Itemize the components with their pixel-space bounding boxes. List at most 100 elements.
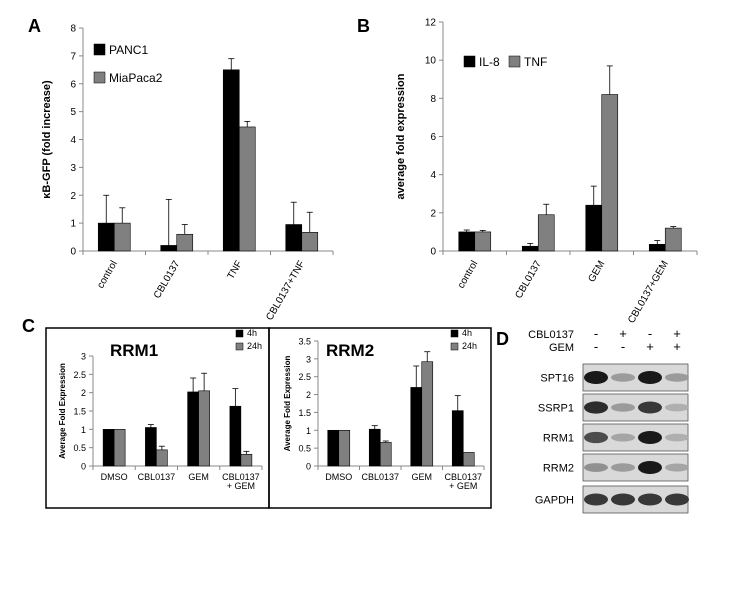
chart-title: RRM1 [110,341,158,360]
blot-row-label: RRM2 [543,463,574,475]
bar-il-8 [585,204,603,252]
blot-band [665,373,689,382]
bar-24h [113,429,126,467]
bar-4h [410,387,423,467]
blot-band [611,373,635,382]
y-tick-label: 2 [306,390,311,400]
legend-label: 24h [462,341,477,351]
x-category-label: CBL0137 [361,472,399,482]
chart-a: 0 1 2 3 4 5 6 7 8 control CBL0137 TNF CBL0137+TNF κB-… [41,24,334,323]
y-tick-label: 0 [81,462,86,472]
bar-miapaca2 [113,222,131,252]
y-tick-label: 2 [70,191,76,202]
x-category-label: control [456,259,481,290]
bar-24h [421,361,434,467]
blot-sign: + [646,339,654,354]
y-tick-label: 1.5 [298,408,311,418]
blot-sign: + [673,326,681,341]
x-category-label: CBL0137 [138,472,176,482]
legend-label: 24h [247,341,262,351]
blot-row-label: SPT16 [540,373,574,385]
blot-sign: - [594,339,598,354]
bar-il-8 [521,245,539,252]
y-tick-label: 12 [425,18,437,29]
legend-swatch [93,43,106,56]
blot-band [611,463,635,472]
y-tick-label: 3 [70,163,76,174]
blot-sign: - [648,326,652,341]
legend-swatch [235,329,244,338]
y-tick-label: 0 [70,247,76,258]
legend-swatch [93,71,106,84]
panel-c-frame-rrm2 [268,327,492,509]
legend-swatch [450,329,459,338]
bar-4h [229,405,242,467]
y-tick-label: 7 [70,51,76,62]
blot-row-label: RRM1 [543,433,574,445]
chart-c-rrm2: 0 0.5 1 1.5 2 2.5 3 3.5 DMSO CBL0137 GEM CBL0137 + G… [283,328,485,491]
y-axis-title: Average Fold Expression [283,356,292,452]
bar-4h [327,429,340,467]
x-category-label: CBL0137 [152,259,183,301]
y-tick-label: 8 [70,24,76,35]
blot-band [638,401,662,414]
blot-condition-label: GEM [549,342,574,354]
x-category-label: CBL0137 + GEM [444,472,482,491]
y-tick-label: 2.5 [73,370,86,380]
y-tick-label: 5 [70,107,76,118]
panel-letter-d: D [496,329,509,349]
blot-band [611,493,635,506]
panel-letter-c: C [22,316,35,336]
x-category-label: GEM [411,472,432,482]
x-category-label: GEM [188,472,209,482]
blot-condition-label: CBL0137 [528,329,574,341]
legend-swatch [235,342,244,351]
bar-4h [187,391,199,467]
panel-letter-a: A [28,16,41,36]
chart-c-rrm1: 0 0.5 1 1.5 2 2.5 3 DMSO CBL0137 GEM CBL0137 + GEM A… [58,328,263,491]
bar-panc1 [97,222,115,252]
y-tick-label: 2 [430,208,436,219]
y-tick-label: 1 [306,426,311,436]
x-category-label: DMSO [325,472,352,482]
blot-row-label: GAPDH [535,495,574,507]
bar-4h [145,427,157,467]
x-category-label: GEM [586,259,607,284]
legend-label: TNF [524,55,547,69]
blot-sign: + [619,326,627,341]
legend-label: 4h [247,328,257,338]
blot-band [584,401,608,414]
blot-band [665,463,689,472]
y-tick-label: 0.5 [298,444,311,454]
legend-swatch [463,55,476,68]
y-tick-label: 0.5 [73,443,86,453]
blot-band [584,371,608,384]
y-tick-label: 3 [306,354,311,364]
blot-sign: + [673,339,681,354]
western-blot: CBL0137- + - +GEM - - + +SPT16SSRP1RRM1RRM2GAPD… [528,326,689,514]
x-category-label: control [95,259,120,290]
y-tick-label: 2 [81,388,86,398]
bar-4h [451,410,464,467]
y-tick-label: 1.5 [73,407,86,417]
legend-label: 4h [462,328,472,338]
legend-label: MiaPaca2 [109,71,163,85]
bar-panc1 [160,245,178,252]
y-tick-label: 6 [430,132,436,143]
y-axis-title: Average Fold Expression [58,363,67,459]
bar-24h [156,449,168,467]
chart-b: 0 2 4 6 8 10 12 control CBL0137 GEM CBL0137+GEM ave… [395,18,698,325]
y-tick-label: 6 [70,79,76,90]
panel-letter-b: B [357,16,370,36]
bar-24h [198,390,210,467]
legend-label: PANC1 [109,43,148,57]
bar-il-8 [458,231,476,252]
bar-tnf [537,214,555,252]
blot-band [665,493,689,506]
bar-panc1 [285,224,303,252]
legend-label: IL-8 [479,55,500,69]
y-tick-label: 10 [425,56,437,67]
y-tick-label: 1 [70,219,76,230]
blot-row-label: SSRP1 [538,403,574,415]
bar-4h [368,428,381,467]
